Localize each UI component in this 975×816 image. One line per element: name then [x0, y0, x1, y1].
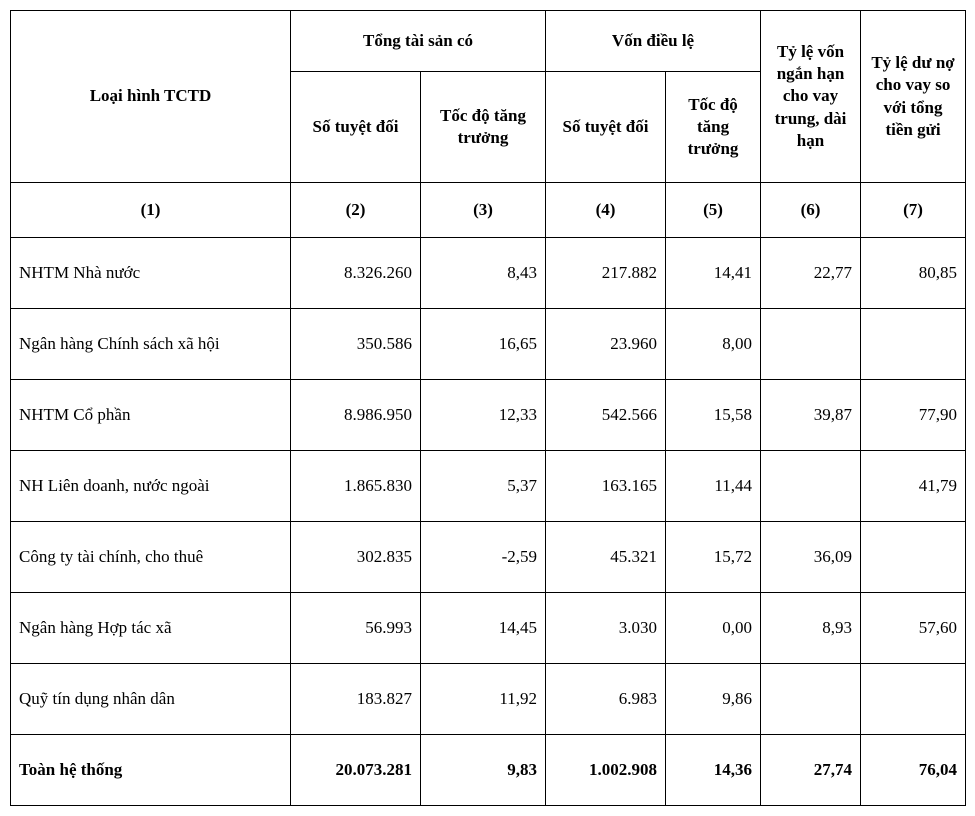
colnum-5: (5)	[666, 183, 761, 238]
colnum-1: (1)	[11, 183, 291, 238]
cell-c7	[861, 522, 966, 593]
total-c5: 14,36	[666, 735, 761, 806]
cell-c7: 77,90	[861, 380, 966, 451]
cell-c4: 3.030	[546, 593, 666, 664]
cell-c5: 0,00	[666, 593, 761, 664]
row-label: Công ty tài chính, cho thuê	[11, 522, 291, 593]
cell-c5: 15,72	[666, 522, 761, 593]
cell-c6: 36,09	[761, 522, 861, 593]
cell-c6	[761, 309, 861, 380]
total-c3: 9,83	[421, 735, 546, 806]
table-row: Quỹ tín dụng nhân dân183.82711,926.9839,…	[11, 664, 966, 735]
cell-c4: 542.566	[546, 380, 666, 451]
cell-c5: 8,00	[666, 309, 761, 380]
cell-c2: 1.865.830	[291, 451, 421, 522]
cell-c3: 5,37	[421, 451, 546, 522]
header-group-capital: Vốn điều lệ	[546, 11, 761, 72]
cell-c7	[861, 664, 966, 735]
header-col6: Tỷ lệ vốn ngắn hạn cho vay trung, dài hạ…	[761, 11, 861, 183]
cell-c2: 183.827	[291, 664, 421, 735]
total-c6: 27,74	[761, 735, 861, 806]
cell-c7: 41,79	[861, 451, 966, 522]
cell-c4: 6.983	[546, 664, 666, 735]
table-row: Công ty tài chính, cho thuê302.835-2,594…	[11, 522, 966, 593]
table-row: NHTM Nhà nước8.326.2608,43217.88214,4122…	[11, 238, 966, 309]
cell-c3: 8,43	[421, 238, 546, 309]
colnum-7: (7)	[861, 183, 966, 238]
row-label: Ngân hàng Hợp tác xã	[11, 593, 291, 664]
row-label: NHTM Cổ phần	[11, 380, 291, 451]
cell-c4: 163.165	[546, 451, 666, 522]
cell-c6	[761, 451, 861, 522]
row-label: NHTM Nhà nước	[11, 238, 291, 309]
total-c2: 20.073.281	[291, 735, 421, 806]
header-col1: Loại hình TCTD	[11, 11, 291, 183]
table-row: NHTM Cổ phần8.986.95012,33542.56615,5839…	[11, 380, 966, 451]
colnum-3: (3)	[421, 183, 546, 238]
colnum-4: (4)	[546, 183, 666, 238]
cell-c4: 23.960	[546, 309, 666, 380]
cell-c3: 11,92	[421, 664, 546, 735]
table-row-total: Toàn hệ thống20.073.2819,831.002.90814,3…	[11, 735, 966, 806]
cell-c7	[861, 309, 966, 380]
row-label: NH Liên doanh, nước ngoài	[11, 451, 291, 522]
cell-c3: -2,59	[421, 522, 546, 593]
total-c7: 76,04	[861, 735, 966, 806]
cell-c2: 350.586	[291, 309, 421, 380]
row-label: Ngân hàng Chính sách xã hội	[11, 309, 291, 380]
cell-c5: 9,86	[666, 664, 761, 735]
cell-c6	[761, 664, 861, 735]
total-label: Toàn hệ thống	[11, 735, 291, 806]
header-col3: Tốc độ tăng trưởng	[421, 72, 546, 183]
total-c4: 1.002.908	[546, 735, 666, 806]
cell-c3: 14,45	[421, 593, 546, 664]
header-col7: Tỷ lệ dư nợ cho vay so với tổng tiền gửi	[861, 11, 966, 183]
cell-c7: 57,60	[861, 593, 966, 664]
table-row: NH Liên doanh, nước ngoài1.865.8305,3716…	[11, 451, 966, 522]
cell-c4: 45.321	[546, 522, 666, 593]
cell-c5: 11,44	[666, 451, 761, 522]
cell-c2: 302.835	[291, 522, 421, 593]
cell-c6: 8,93	[761, 593, 861, 664]
cell-c2: 56.993	[291, 593, 421, 664]
cell-c5: 14,41	[666, 238, 761, 309]
cell-c3: 12,33	[421, 380, 546, 451]
header-group-assets: Tổng tài sản có	[291, 11, 546, 72]
cell-c3: 16,65	[421, 309, 546, 380]
row-label: Quỹ tín dụng nhân dân	[11, 664, 291, 735]
header-col4: Số tuyệt đối	[546, 72, 666, 183]
cell-c5: 15,58	[666, 380, 761, 451]
cell-c4: 217.882	[546, 238, 666, 309]
cell-c2: 8.326.260	[291, 238, 421, 309]
colnum-6: (6)	[761, 183, 861, 238]
cell-c6: 39,87	[761, 380, 861, 451]
cell-c7: 80,85	[861, 238, 966, 309]
cell-c6: 22,77	[761, 238, 861, 309]
table-row: Ngân hàng Chính sách xã hội350.58616,652…	[11, 309, 966, 380]
header-col5: Tốc độ tăng trưởng	[666, 72, 761, 183]
tctd-table: Loại hình TCTD Tổng tài sản có Vốn điều …	[10, 10, 966, 806]
cell-c2: 8.986.950	[291, 380, 421, 451]
colnum-2: (2)	[291, 183, 421, 238]
header-col2: Số tuyệt đối	[291, 72, 421, 183]
table-row: Ngân hàng Hợp tác xã56.99314,453.0300,00…	[11, 593, 966, 664]
